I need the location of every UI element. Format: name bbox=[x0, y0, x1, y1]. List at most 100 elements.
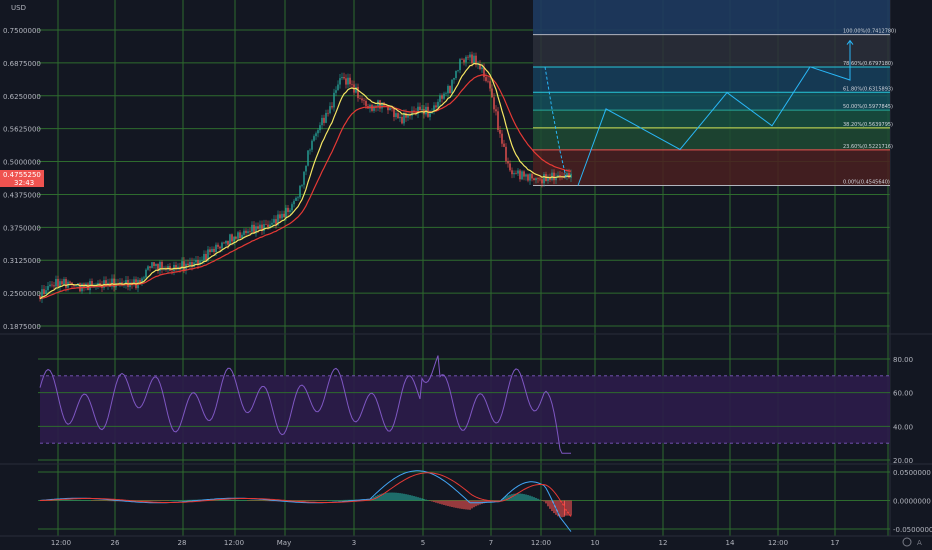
macd-histogram-bar bbox=[303, 500, 305, 502]
macd-panel[interactable]: 0.0500000 0.0000000 -0.0500000 bbox=[38, 469, 932, 534]
fibonacci-retracement[interactable]: 100.00%(0.7412780) 78.60%(0.6797180) 61.80… bbox=[533, 0, 896, 186]
candle-body bbox=[197, 260, 199, 265]
macd-histogram-bar bbox=[457, 500, 459, 509]
candle-body bbox=[119, 282, 121, 284]
macd-histogram-bar bbox=[503, 497, 505, 501]
macd-histogram-bar bbox=[431, 500, 433, 502]
macd-histogram-bar bbox=[451, 500, 453, 508]
macd-histogram-bar bbox=[463, 500, 465, 510]
macd-histogram-bar bbox=[419, 497, 421, 501]
candle-body bbox=[157, 263, 159, 271]
macd-histogram-bar bbox=[253, 500, 255, 501]
rsi-panel[interactable]: 80.00 60.00 40.00 20.00 bbox=[38, 355, 913, 465]
macd-histogram-bar bbox=[263, 500, 265, 502]
macd-histogram-bar bbox=[449, 500, 451, 507]
candle-body bbox=[519, 170, 521, 180]
candle-body bbox=[217, 244, 219, 247]
candle-body bbox=[125, 279, 127, 285]
macd-histogram-bar bbox=[165, 500, 167, 501]
macd-histogram-bar bbox=[151, 500, 153, 502]
macd-histogram-bar bbox=[141, 500, 143, 502]
candle-body bbox=[407, 115, 409, 118]
candle-body bbox=[231, 234, 233, 242]
candle-body bbox=[73, 284, 75, 287]
macd-histogram-bar bbox=[191, 499, 193, 501]
macd-histogram-bar bbox=[427, 500, 429, 501]
candle-body bbox=[43, 289, 45, 294]
candle-body bbox=[199, 260, 201, 265]
candle-body bbox=[339, 78, 341, 85]
fib-level-label: 0.00%(0.4545640) bbox=[843, 179, 890, 185]
macd-histogram-bar bbox=[557, 500, 559, 517]
macd-histogram-bar bbox=[245, 500, 247, 501]
price-axis-tick: 0.2500000 bbox=[3, 290, 41, 298]
price-axis-tick: 0.7500000 bbox=[3, 27, 41, 35]
candle-body bbox=[501, 133, 503, 144]
candle-body bbox=[325, 112, 327, 123]
candle-body bbox=[205, 253, 207, 261]
macd-histogram-bar bbox=[547, 500, 549, 507]
macd-histogram-bar bbox=[259, 500, 261, 501]
macd-histogram-bar bbox=[183, 499, 185, 501]
time-axis-tick: 12 bbox=[659, 539, 668, 547]
projection-path[interactable] bbox=[544, 39, 854, 186]
macd-histogram-bar bbox=[437, 500, 439, 504]
price-axis-tick: 0.5000000 bbox=[3, 159, 41, 167]
macd-histogram-bar bbox=[507, 495, 509, 501]
candle-body bbox=[283, 213, 285, 218]
macd-histogram-bar bbox=[387, 492, 389, 501]
candle-body bbox=[223, 242, 225, 244]
macd-histogram-bar bbox=[327, 500, 329, 501]
macd-histogram-bar bbox=[113, 500, 115, 502]
macd-histogram-bar bbox=[169, 500, 171, 501]
candle-body bbox=[229, 234, 231, 245]
price-axis-tick: 0.4375000 bbox=[3, 191, 41, 199]
candle-body bbox=[105, 280, 107, 287]
candle-body bbox=[505, 146, 507, 162]
candle-body bbox=[357, 87, 359, 99]
candle-body bbox=[239, 232, 241, 238]
candle-body bbox=[201, 260, 203, 261]
candle-body bbox=[566, 173, 568, 177]
macd-histogram-bar bbox=[299, 500, 301, 502]
candle-body bbox=[513, 173, 515, 175]
candle-body bbox=[151, 262, 153, 268]
macd-histogram-bar bbox=[79, 500, 81, 501]
macd-histogram-bar bbox=[417, 497, 419, 501]
price-candles[interactable] bbox=[39, 51, 572, 304]
time-axis-tick: 12:00 bbox=[768, 539, 788, 547]
macd-histogram-bar bbox=[485, 500, 487, 503]
candle-body bbox=[261, 224, 263, 231]
macd-histogram-bar bbox=[563, 500, 565, 517]
macd-histogram-bar bbox=[229, 499, 231, 501]
macd-histogram-bar bbox=[345, 499, 347, 501]
macd-histogram-bar bbox=[409, 495, 411, 501]
candle-body bbox=[355, 87, 357, 93]
candle-body bbox=[193, 262, 195, 267]
macd-histogram-bar bbox=[219, 499, 221, 501]
macd-histogram-bar bbox=[101, 500, 103, 501]
candle-body bbox=[489, 81, 491, 89]
macd-histogram-bar bbox=[95, 500, 97, 501]
candle-body bbox=[531, 173, 533, 179]
macd-histogram-bar bbox=[453, 500, 455, 508]
macd-histogram-bar bbox=[109, 500, 111, 502]
macd-histogram-bar bbox=[423, 498, 425, 501]
macd-histogram-bar bbox=[331, 500, 333, 501]
candle-body bbox=[405, 112, 407, 118]
candle-body bbox=[303, 171, 305, 185]
auto-scale-button[interactable]: A bbox=[917, 539, 922, 547]
candle-body bbox=[61, 281, 63, 285]
macd-histogram-bar bbox=[223, 499, 225, 501]
settings-icon[interactable] bbox=[902, 537, 912, 547]
candle-body bbox=[507, 161, 509, 164]
price-axis-tick: 0.5625000 bbox=[3, 126, 41, 134]
macd-histogram-bar bbox=[153, 500, 155, 502]
candle-body bbox=[547, 176, 549, 181]
time-axis-tick: 26 bbox=[111, 539, 120, 547]
macd-histogram-bar bbox=[329, 500, 331, 501]
candle-body bbox=[307, 150, 309, 166]
rsi-axis-tick: 40.00 bbox=[893, 423, 913, 431]
candle-body bbox=[245, 230, 247, 234]
